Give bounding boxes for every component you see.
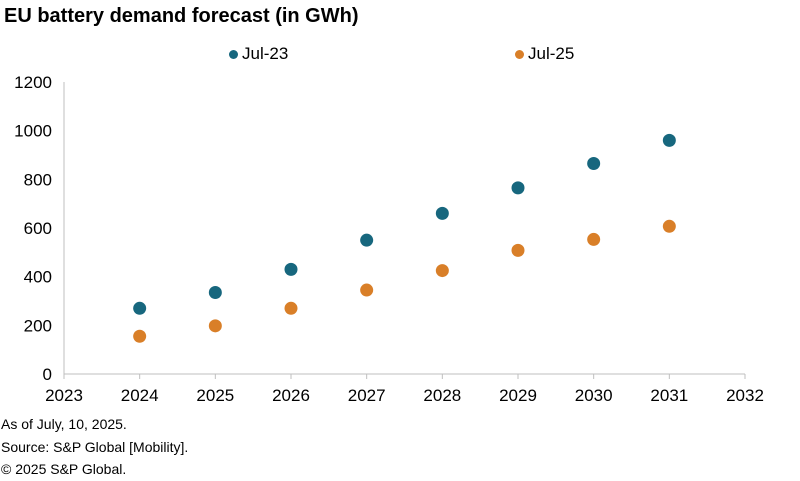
y-tick-label: 1000 — [14, 122, 52, 141]
y-tick-label: 200 — [24, 316, 52, 335]
chart-title: EU battery demand forecast (in GWh) — [4, 5, 359, 27]
x-tick-label: 2026 — [272, 386, 310, 405]
data-point-series-2 — [360, 283, 374, 297]
x-tick-label: 2031 — [650, 386, 688, 405]
y-tick-label: 400 — [24, 268, 52, 287]
x-tick-label: 2032 — [726, 386, 764, 405]
data-point-series-1 — [435, 206, 449, 220]
data-point-series-2 — [435, 264, 449, 278]
data-point-series-2 — [208, 319, 222, 333]
data-point-series-1 — [662, 133, 676, 147]
y-tick-label: 600 — [24, 219, 52, 238]
data-point-series-1 — [284, 262, 298, 276]
source-note: Source: S&P Global [Mobility]. — [1, 438, 189, 455]
axes-layer — [63, 82, 746, 379]
data-point-series-2 — [284, 301, 298, 315]
y-tick-label: 800 — [24, 170, 52, 189]
legend-item-series-1: Jul-23 — [229, 44, 288, 64]
legend-item-series-2: Jul-25 — [515, 44, 574, 64]
footnotes: As of July, 10, 2025. Source: S&P Global… — [1, 413, 188, 481]
x-tick-label: 2024 — [121, 386, 159, 405]
data-point-series-1 — [133, 301, 147, 315]
x-tick-label: 2029 — [499, 386, 537, 405]
legend-marker-series-1 — [229, 49, 238, 59]
legend-label-series-1: Jul-23 — [242, 44, 289, 63]
chart-legend: Jul-23 Jul-25 — [0, 44, 800, 64]
x-tick-label: 2023 — [45, 386, 83, 405]
data-point-series-2 — [587, 232, 601, 246]
data-point-series-2 — [133, 329, 147, 343]
data-point-series-1 — [208, 285, 222, 299]
tick-labels-layer: 0 200 400 600 800 1000 1200 2023 2024 2025 2026 202… — [14, 73, 764, 405]
data-point-series-1 — [587, 157, 601, 171]
data-point-series-2 — [662, 219, 676, 233]
data-points-layer — [133, 133, 676, 343]
scatter-chart: 0 200 400 600 800 1000 1200 2023 2024 2025 2026 202… — [14, 73, 764, 405]
x-tick-label: 2028 — [423, 386, 461, 405]
data-point-series-1 — [511, 181, 525, 195]
x-tick-label: 2030 — [575, 386, 613, 405]
data-point-series-1 — [360, 233, 374, 247]
y-tick-label: 1200 — [14, 73, 52, 92]
copyright-note: © 2025 S&P Global. — [1, 461, 127, 477]
legend-marker-series-2 — [515, 49, 524, 59]
data-point-series-2 — [511, 243, 525, 257]
y-tick-label: 0 — [43, 365, 52, 384]
legend-label-series-2: Jul-25 — [528, 44, 575, 63]
x-tick-label: 2025 — [196, 386, 234, 405]
as-of-note: As of July, 10, 2025. — [1, 416, 127, 432]
x-tick-label: 2027 — [348, 386, 386, 405]
